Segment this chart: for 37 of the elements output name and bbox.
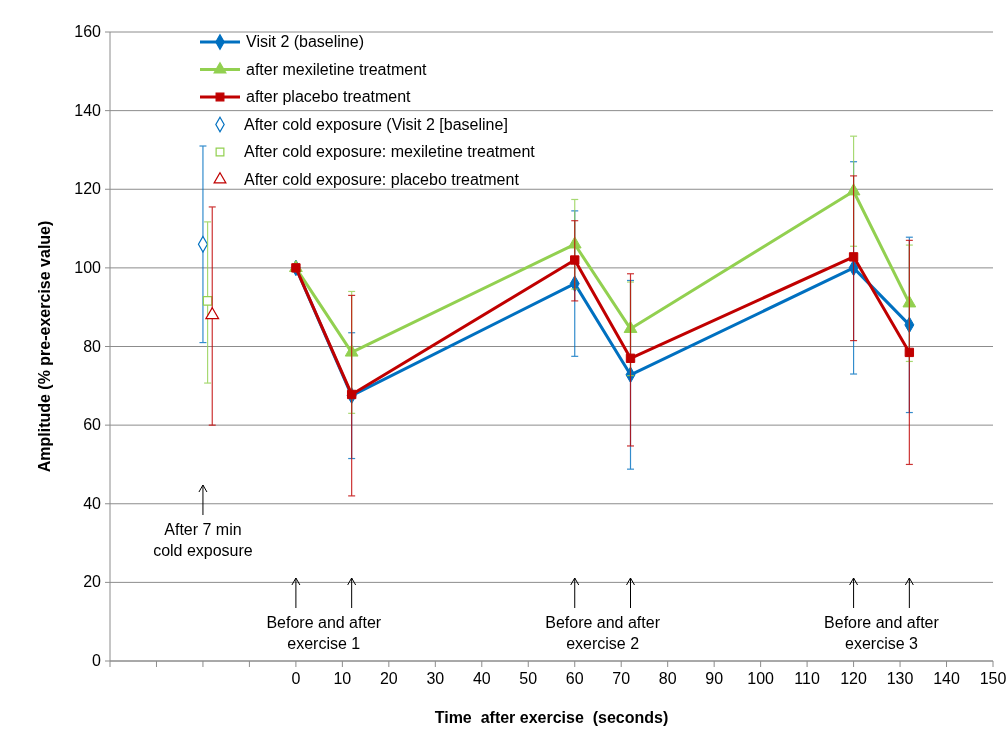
- y-tick-label: 0: [92, 652, 102, 669]
- y-tick-label: 80: [83, 337, 102, 355]
- x-axis-title: Time after exercise (seconds): [434, 709, 669, 726]
- x-tick-label: 70: [612, 670, 631, 687]
- legend-label: after mexiletine treatment: [246, 60, 428, 78]
- legend-label: after placebo treatment: [246, 88, 412, 105]
- legend-label: Visit 2 (baseline): [246, 33, 364, 50]
- legend-label: After cold exposure: placebo treatment: [244, 170, 520, 188]
- y-tick-label: 60: [83, 416, 102, 434]
- x-tick-label: 30: [426, 670, 445, 687]
- x-tick-label: 150: [979, 670, 1006, 687]
- x-tick-label: 100: [747, 670, 775, 687]
- y-tick-label: 40: [83, 494, 102, 512]
- y-tick-label: 120: [74, 180, 102, 198]
- y-tick-label: 140: [74, 101, 102, 119]
- y-tick-label: 100: [74, 258, 102, 276]
- legend-label: After cold exposure: mexiletine treatment: [244, 143, 536, 160]
- x-tick-label: 140: [933, 670, 960, 687]
- x-tick-label: 60: [565, 670, 584, 687]
- x-tick-label: 0: [291, 670, 301, 687]
- x-tick-label: 80: [658, 670, 677, 687]
- x-tick-label: 130: [886, 670, 914, 687]
- x-tick-label: 20: [379, 670, 398, 687]
- y-axis-title: Amplitude (% pre-exercise value): [36, 220, 53, 473]
- annotation: Before and after exercise 3: [824, 614, 940, 652]
- annotation: Before and after exercise 1: [266, 614, 382, 652]
- y-tick-label: 20: [83, 573, 102, 591]
- x-tick-label: 10: [333, 670, 352, 687]
- annotation: After 7 min cold exposure: [153, 521, 253, 559]
- x-tick-label: 40: [472, 670, 491, 687]
- x-tick-label: 50: [519, 670, 538, 687]
- annotation: Before and after exercise 2: [545, 614, 661, 652]
- x-tick-label: 90: [705, 670, 724, 687]
- x-tick-label: 120: [840, 670, 868, 687]
- x-tick-label: 110: [794, 670, 820, 687]
- legend-label: After cold exposure (Visit 2 [baseline]: [244, 115, 508, 133]
- y-tick-label: 160: [74, 23, 102, 40]
